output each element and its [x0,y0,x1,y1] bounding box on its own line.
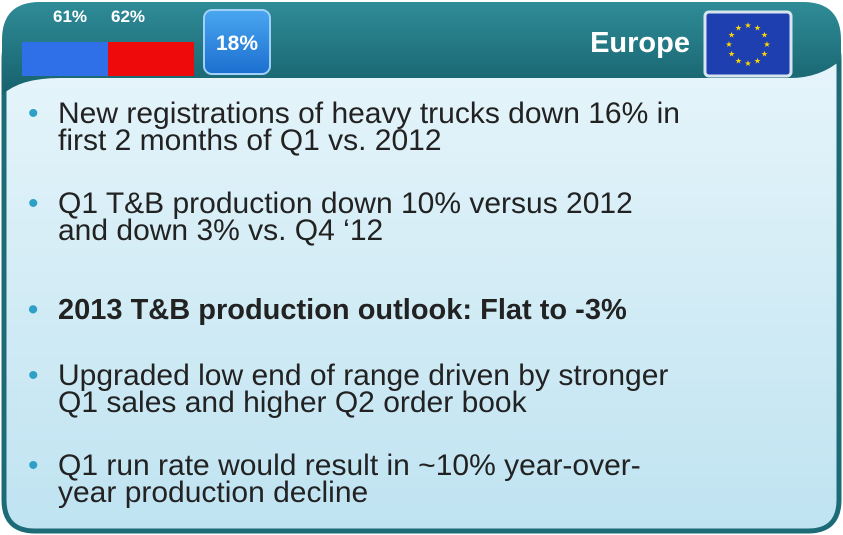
star: ★ [754,56,761,65]
star: ★ [725,40,732,49]
star: ★ [735,56,742,65]
badge [203,9,271,75]
bullet: • New registrations of heavy trucks down … [28,97,828,157]
bullet-dot: • [28,187,39,220]
star: ★ [744,21,751,30]
region-title: Europe [590,27,690,59]
bullet-text: year production decline [58,476,369,509]
bullet: • Q1 run rate would result in ~10% year-o… [28,449,828,509]
star: ★ [754,24,761,33]
bullet: • 2013 T&B production outlook: Flat to -3… [28,294,828,326]
star: ★ [744,59,751,68]
star: ★ [761,31,768,40]
bullet-text: first 2 months of Q1 vs. 2012 [58,124,442,157]
share-bar-blue [22,42,108,76]
share-bar-red [108,42,194,76]
eu-flag [703,10,793,78]
star: ★ [728,31,735,40]
bullet-dot: • [28,97,39,130]
bullet: • Upgraded low end of range driven by str… [28,359,828,419]
bullet: • Q1 T&B production down 10% versus 2012 a… [28,187,828,247]
badge-text: 18% [216,32,258,55]
bullet-text: Q1 T&B production down 10% versus 2012 [58,187,633,220]
star: ★ [735,24,742,33]
star: ★ [728,50,735,59]
share-label: 61% [53,7,87,26]
bullet-text: 2013 T&B production outlook: Flat to -3% [58,294,627,326]
bullet-dot: • [28,294,39,326]
eu-stars: ★ ★★★★★★★★★★★ [725,21,770,68]
star: ★ [763,40,770,49]
bullet-text: Q1 run rate would result in ~10% year-ov… [58,449,641,482]
bullet-text: Q1 sales and higher Q2 order book [58,386,527,419]
bullet-dot: • [28,449,39,482]
star: ★ [761,50,768,59]
bullet-text: New registrations of heavy trucks down 1… [58,97,680,130]
share-label: 62% [111,7,145,26]
bullet-text: and down 3% vs. Q4 ‘12 [58,214,384,247]
bullet-dot: • [28,359,39,392]
bullet-text: Upgraded low end of range driven by stro… [58,359,669,392]
